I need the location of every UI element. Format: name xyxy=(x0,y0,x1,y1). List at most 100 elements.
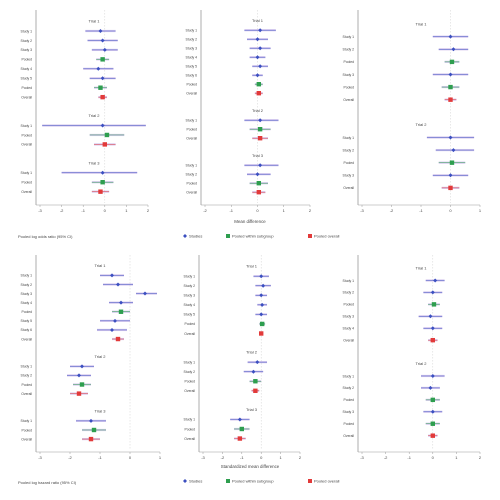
group-title: Trial 1 xyxy=(89,19,101,24)
row-label: Overall xyxy=(186,92,197,96)
x-tick-label: -2 xyxy=(221,455,225,460)
x-tick-label: -2 xyxy=(390,208,394,213)
x-tick-label: -1 xyxy=(229,208,233,213)
study-point xyxy=(430,290,435,295)
x-tick-label: 2 xyxy=(147,208,150,213)
panel-top-right: -3 -2 -1 0 1 Trial 1 Study 1 Study 2 Pooled Study… xyxy=(343,10,482,213)
legend-marker-studies xyxy=(183,234,187,238)
study-point xyxy=(258,64,263,69)
subgroup-estimate xyxy=(253,379,258,384)
row-label: Overall xyxy=(21,437,32,441)
study-point xyxy=(428,314,433,319)
overall-estimate xyxy=(88,436,94,442)
study-point xyxy=(258,46,263,51)
legend-label: Pooled overall xyxy=(314,234,339,239)
row-label: Study 1 xyxy=(184,418,196,422)
bottom-middle-xlabel: Standardized mean difference xyxy=(221,464,280,469)
top-footnote: Pooled log odds ratio (95% CI) xyxy=(18,234,73,239)
row-label: Study 1 xyxy=(184,274,196,278)
row-label: Pooled xyxy=(21,428,32,432)
study-point xyxy=(259,274,264,279)
row-label: Overall xyxy=(184,332,195,336)
row-label: Study 1 xyxy=(186,164,198,168)
group-title: Trial 2 xyxy=(246,350,258,355)
row-label: Pooled xyxy=(343,60,354,64)
panel-bottom-left: -3 -2 -1 0 1 Trial 1 Study 1 Study 2 Study 3 Stud… xyxy=(21,255,162,460)
subgroup-estimate xyxy=(430,421,435,426)
legend-label: Pooled within subgroup xyxy=(232,234,274,239)
row-label: Study 1 xyxy=(21,29,33,33)
subgroup-estimate xyxy=(98,85,103,90)
study-point xyxy=(255,360,260,365)
row-label: Pooled xyxy=(343,161,354,165)
row-label: Study 3 xyxy=(21,48,33,52)
group-title: Trial 1 xyxy=(416,21,428,26)
legend-marker-studies xyxy=(183,479,187,483)
study-point xyxy=(116,282,120,287)
row-label: Study 1 xyxy=(343,136,355,140)
row-label: Study 1 xyxy=(343,35,355,39)
row-label: Pooled xyxy=(184,380,195,384)
row-label: Overall xyxy=(343,98,354,102)
study-point xyxy=(255,172,260,177)
row-label: Study 5 xyxy=(186,65,198,69)
row-label: Pooled xyxy=(343,422,354,426)
row-label: Study 2 xyxy=(21,283,33,287)
subgroup-estimate xyxy=(79,382,85,387)
subgroup-estimate xyxy=(449,160,455,165)
subgroup-estimate xyxy=(449,59,455,65)
row-label: Study 5 xyxy=(184,313,196,317)
overall-estimate xyxy=(448,97,453,102)
row-label: Study 1 xyxy=(184,360,196,364)
subgroup-estimate xyxy=(91,427,97,433)
row-label: Pooled xyxy=(343,303,354,307)
row-label: Pooled xyxy=(21,58,32,62)
x-tick-label: -1 xyxy=(240,455,244,460)
legend-label: Studies xyxy=(189,234,202,239)
x-tick-label: -1 xyxy=(407,455,411,460)
row-label: Study 1 xyxy=(343,374,355,378)
subgroup-estimate xyxy=(100,180,105,185)
x-tick-label: 1 xyxy=(159,455,162,460)
row-label: Study 2 xyxy=(184,284,196,288)
row-label: Pooled xyxy=(21,181,32,185)
row-label: Study 3 xyxy=(186,47,198,51)
study-point xyxy=(237,417,242,422)
row-label: Study 5 xyxy=(21,319,33,323)
group-title: Trial 2 xyxy=(95,354,107,359)
study-point xyxy=(102,47,107,52)
study-point xyxy=(96,66,101,71)
x-tick-label: -3 xyxy=(360,208,364,213)
row-label: Study 2 xyxy=(186,38,198,42)
x-tick-label: 2 xyxy=(479,455,482,460)
row-label: Study 3 xyxy=(184,294,196,298)
row-label: Study 3 xyxy=(343,174,355,178)
subgroup-estimate xyxy=(256,181,262,186)
row-label: Study 3 xyxy=(343,315,355,319)
overall-estimate xyxy=(256,91,262,96)
group-title: Trial 1 xyxy=(252,18,264,23)
top-middle-xlabel: Mean difference xyxy=(234,219,266,224)
x-tick-label: -3 xyxy=(201,455,205,460)
overall-estimate xyxy=(115,336,121,342)
row-label: Study 3 xyxy=(343,73,355,77)
row-label: Study 4 xyxy=(343,327,355,331)
row-label: Overall xyxy=(343,186,354,190)
row-label: Overall xyxy=(21,143,32,147)
row-label: Study 6 xyxy=(186,74,198,78)
legend-marker-subgroup xyxy=(226,479,230,483)
study-point xyxy=(255,55,260,60)
study-point xyxy=(100,170,105,175)
study-point xyxy=(80,364,84,369)
x-tick-label: -3 xyxy=(38,208,42,213)
x-tick-label: 0 xyxy=(260,455,263,460)
x-tick-label: -1 xyxy=(419,208,423,213)
row-label: Study 3 xyxy=(21,292,33,296)
row-label: Study 4 xyxy=(21,301,33,305)
x-tick-label: -1 xyxy=(81,208,85,213)
panel-top-middle: -2 -1 0 1 2 Trial 1 Study 1 Study 2 Study 3 Study… xyxy=(186,10,312,213)
forest-panels: -3 -2 -1 0 1 2 Trial 1 Study 1 Study 2 Study 3 Poo… xyxy=(21,10,482,460)
overall-estimate xyxy=(76,391,82,396)
legend-marker-overall xyxy=(308,234,312,238)
row-label: Pooled xyxy=(21,310,32,314)
